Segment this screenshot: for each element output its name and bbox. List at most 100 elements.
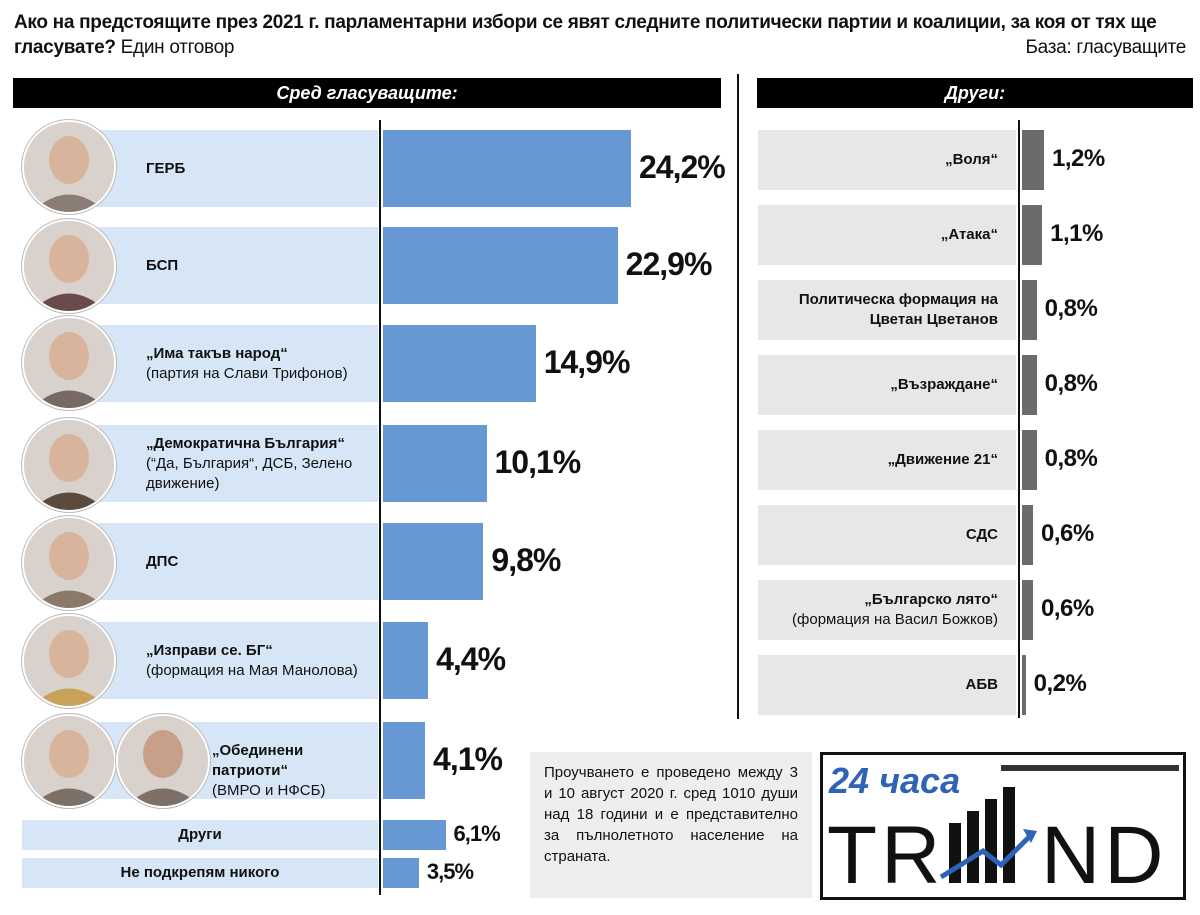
others-category-name: СДС (965, 526, 998, 543)
logo-24chasa-text: 24 часа (828, 760, 960, 801)
others-category-name: „Атака“ (940, 226, 998, 243)
politician-avatar (22, 614, 116, 708)
bar-category-label: „Демократична България“ (“Да, България“, … (146, 434, 371, 494)
category-name: Не подкрепям никого (120, 864, 280, 881)
bar-value-label: 3,5% (426, 859, 474, 884)
others-row-background (758, 580, 1016, 640)
bar-category-label: „Изправи се. БГ“ (формация на Мая Манолов… (146, 641, 371, 681)
politician-avatar (22, 219, 116, 313)
others-category-name: „Възраждане“ (890, 376, 998, 393)
others-bar-value-label: 0,8% (1044, 370, 1098, 397)
others-chart-axis (1018, 120, 1020, 718)
others-category-name: „Българско лято“ (864, 591, 998, 608)
others-row-background (758, 205, 1016, 265)
others-bar-value-label: 1,1% (1050, 220, 1103, 247)
bar (383, 325, 536, 402)
main-chart-axis (379, 120, 381, 895)
bar-value-label: 24,2% (639, 148, 726, 185)
others-bar (1022, 430, 1037, 490)
right-panel-header: Други: (757, 78, 1193, 108)
others-bar-value-label: 0,8% (1044, 295, 1098, 322)
others-bar-value-label: 0,2% (1033, 670, 1087, 697)
bar-category-label: ГЕРБ (146, 159, 371, 179)
politician-avatar (22, 120, 116, 214)
category-subtitle: (партия на Слави Трифонов) (146, 364, 348, 382)
bar (383, 820, 446, 850)
bar-category-label: ДПС (146, 552, 371, 572)
logo-nd-text: ND (1041, 810, 1167, 897)
others-category-name: АБВ (965, 676, 998, 693)
bar-value-label: 14,9% (543, 343, 631, 380)
logo-tr-text: TR (827, 810, 944, 897)
others-category-label: „Движение 21“ (762, 450, 998, 470)
others-bar-value-label: 1,2% (1052, 145, 1105, 172)
bar (383, 722, 426, 799)
bar-value-label: 22,9% (625, 245, 713, 282)
logo-chart-icon (939, 787, 1037, 883)
others-bar (1022, 130, 1044, 190)
bar-category-label: „Има такъв народ“ (партия на Слави Трифон… (146, 344, 371, 384)
others-category-label: „Възраждане“ (762, 375, 998, 395)
others-bar (1022, 505, 1033, 565)
category-name: „Изправи се. БГ“ (146, 641, 273, 659)
politician-avatar (22, 714, 116, 808)
bar-value-label: 10,1% (494, 443, 582, 480)
others-bar-value-label: 0,8% (1044, 445, 1098, 472)
others-bar (1022, 580, 1033, 640)
question-note: Един отговор (120, 37, 235, 58)
others-category-name: „Движение 21“ (887, 451, 998, 468)
politician-avatar (22, 316, 116, 410)
others-category-name: „Воля“ (945, 151, 998, 168)
chart-question: Ако на предстоящите през 2021 г. парламе… (14, 10, 1194, 60)
bar-category-label: Не подкрепям никого (22, 863, 378, 883)
others-row-background (758, 280, 1016, 340)
politician-avatar (22, 516, 116, 610)
category-name: ГЕРБ (146, 159, 186, 177)
bar-category-label: Други (22, 825, 378, 845)
others-row-background (758, 430, 1016, 490)
category-name: „Демократична България“ (146, 434, 345, 452)
row-background (22, 820, 378, 850)
politician-avatar (116, 714, 210, 808)
row-background (22, 858, 378, 888)
question-text: Ако на предстоящите през 2021 г. парламе… (14, 12, 1157, 58)
bar-value-label: 4,4% (436, 640, 506, 677)
others-row-background (758, 655, 1016, 715)
others-category-label: „Българско лято“ (формация на Васил Божко… (762, 590, 998, 630)
bar (383, 130, 631, 207)
others-category-label: „Атака“ (762, 225, 998, 245)
trend-logo: 24 часа TR ND (820, 752, 1186, 901)
trend-logo-graphic: 24 часа TR ND (827, 759, 1179, 901)
others-category-subtitle: (формация на Васил Божков) (792, 611, 998, 628)
others-row-background (758, 355, 1016, 415)
others-bar-value-label: 0,6% (1041, 595, 1094, 622)
others-bar (1022, 655, 1026, 715)
bar (383, 227, 618, 304)
others-category-label: Политическа формация на Цветан Цветанов (762, 290, 998, 330)
category-subtitle: (формация на Мая Манолова) (146, 661, 358, 679)
bar-category-label: БСП (146, 256, 371, 276)
bar-category-label: „Обединени патриоти“ (ВМРО и НФСБ) (212, 741, 372, 801)
others-category-label: „Воля“ (762, 150, 998, 170)
others-category-label: СДС (762, 525, 998, 545)
bar-value-label: 9,8% (491, 541, 561, 578)
others-row-background (758, 505, 1016, 565)
bar (383, 858, 419, 888)
others-bar (1022, 280, 1037, 340)
category-name: Други (178, 826, 222, 843)
bar (383, 425, 487, 502)
category-name: „Има такъв народ“ (146, 344, 288, 362)
others-bar (1022, 355, 1037, 415)
category-name: ДПС (146, 552, 179, 570)
category-name: „Обединени патриоти“ (212, 741, 304, 779)
bar-value-label: 6,1% (453, 821, 501, 846)
category-subtitle: (“Да, България“, ДСБ, Зелено движение) (146, 454, 353, 492)
category-name: БСП (146, 256, 179, 274)
others-category-name: Политическа формация на Цветан Цветанов (798, 291, 998, 328)
left-panel-header: Сред гласуващите: (13, 78, 721, 108)
bar (383, 523, 484, 600)
others-category-label: АБВ (762, 675, 998, 695)
category-subtitle: (ВМРО и НФСБ) (212, 781, 326, 799)
panel-divider (737, 74, 739, 719)
others-bar-value-label: 0,6% (1041, 520, 1094, 547)
